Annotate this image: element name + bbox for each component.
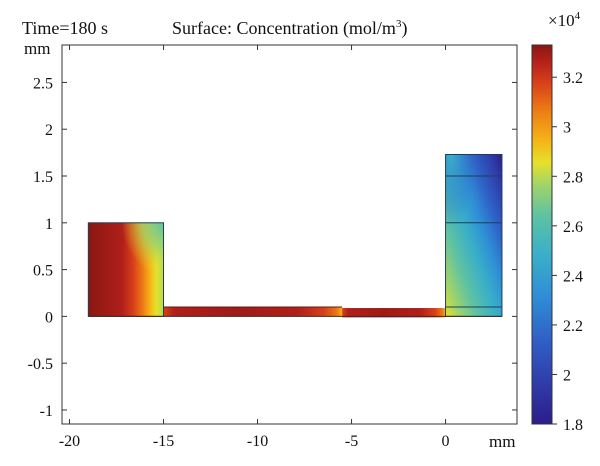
colorbar-tick-label: 2.8 (563, 169, 583, 186)
colorbar (531, 44, 553, 425)
colorbar-tick-label: 2.2 (563, 318, 583, 335)
y-tick-label: 2.5 (33, 75, 53, 92)
colorbar-tick-label: 1.8 (563, 417, 583, 434)
colorbar-tick-label: 2 (563, 367, 571, 384)
time-label: Time=180 s (22, 18, 108, 38)
axis-ticks: -20 -15 -10 -5 0 -1 -0.5 0 0.5 1 1.5 2 2.5 (28, 45, 517, 450)
x-axis-unit: mm (489, 432, 515, 451)
y-tick-label: 0.5 (33, 263, 53, 280)
channel-left-segment (163, 307, 343, 317)
y-tick-label: 2 (45, 122, 53, 139)
colorbar-ticks: 3.2 3 2.8 2.6 2.4 2.2 2 1.8 (552, 70, 583, 434)
channel-right-segment (342, 308, 446, 318)
x-tick-label: -5 (345, 433, 358, 450)
y-axis-unit: mm (24, 39, 50, 58)
plot-title: Surface: Concentration (mol/m3) (172, 18, 407, 39)
y-tick-label: 1.5 (33, 169, 53, 186)
y-tick-label: -0.5 (28, 356, 53, 373)
colorbar-multiplier: ×104 (548, 10, 581, 30)
left-reservoir-overlay (88, 222, 164, 317)
y-tick-label: 1 (45, 216, 53, 233)
colorbar-tick-label: 3 (563, 120, 571, 137)
colorbar-tick-label: 2.4 (563, 268, 583, 285)
x-tick-label: 0 (442, 433, 450, 450)
colorbar-tick-label: 2.6 (563, 219, 583, 236)
y-tick-label: -1 (40, 403, 53, 420)
x-tick-label: -10 (247, 433, 268, 450)
right-reservoir-overlay (445, 154, 502, 317)
x-tick-label: -15 (153, 433, 174, 450)
concentration-field (87, 153, 503, 318)
colorbar-tick-label: 3.2 (563, 70, 583, 87)
x-tick-label: -20 (59, 433, 80, 450)
y-tick-label: 0 (45, 309, 53, 326)
